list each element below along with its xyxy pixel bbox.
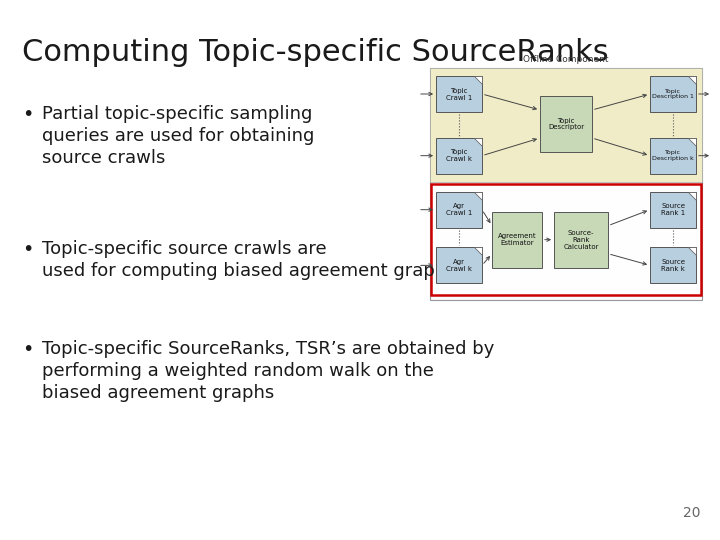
Polygon shape [474, 76, 482, 84]
Text: Agreement
Estimator: Agreement Estimator [498, 233, 536, 246]
Bar [554, 212, 608, 268]
Bar [650, 76, 696, 112]
Text: biased agreement graphs: biased agreement graphs [42, 384, 274, 402]
Text: •: • [22, 340, 33, 359]
Text: queries are used for obtaining: queries are used for obtaining [42, 127, 315, 145]
Text: used for computing biased agreement graphs: used for computing biased agreement grap… [42, 262, 456, 280]
Text: performing a weighted random walk on the: performing a weighted random walk on the [42, 362, 434, 380]
Bar [436, 247, 482, 284]
Bar [650, 138, 696, 174]
Text: Agr
Crawl k: Agr Crawl k [446, 259, 472, 272]
Polygon shape [474, 138, 482, 146]
Text: 20: 20 [683, 506, 700, 520]
Bar [492, 212, 542, 268]
Bar [436, 192, 482, 228]
Text: Source-
Rank
Calculator: Source- Rank Calculator [563, 230, 599, 249]
Bar [431, 184, 701, 295]
Text: Source
Rank k: Source Rank k [661, 259, 685, 272]
Text: Computing Topic-specific SourceRanks: Computing Topic-specific SourceRanks [22, 38, 608, 67]
Polygon shape [688, 192, 696, 200]
Bar [436, 138, 482, 174]
Polygon shape [474, 247, 482, 255]
Polygon shape [474, 192, 482, 200]
Bar [650, 192, 696, 228]
Polygon shape [688, 138, 696, 146]
Text: •: • [22, 240, 33, 259]
Text: Topic
Description 1: Topic Description 1 [652, 89, 694, 99]
Text: Partial topic-specific sampling: Partial topic-specific sampling [42, 105, 312, 123]
Text: Topic
Crawl k: Topic Crawl k [446, 149, 472, 162]
Text: Topic
Descriptor: Topic Descriptor [548, 118, 584, 131]
Bar [430, 68, 702, 300]
Text: Topic
Description k: Topic Description k [652, 150, 694, 161]
Bar [430, 68, 702, 181]
Polygon shape [688, 247, 696, 255]
Text: Offline Component: Offline Component [523, 55, 608, 64]
Text: Source
Rank 1: Source Rank 1 [661, 203, 685, 216]
Bar [540, 96, 592, 152]
Text: source crawls: source crawls [42, 149, 166, 167]
Text: Topic
Crawl 1: Topic Crawl 1 [446, 87, 472, 100]
Polygon shape [688, 76, 696, 84]
Text: Topic-specific source crawls are: Topic-specific source crawls are [42, 240, 327, 258]
Text: •: • [22, 105, 33, 124]
Bar [436, 76, 482, 112]
Text: Topic-specific SourceRanks, TSR’s are obtained by: Topic-specific SourceRanks, TSR’s are ob… [42, 340, 495, 358]
Text: Agr
Crawl 1: Agr Crawl 1 [446, 203, 472, 216]
Bar [650, 247, 696, 284]
